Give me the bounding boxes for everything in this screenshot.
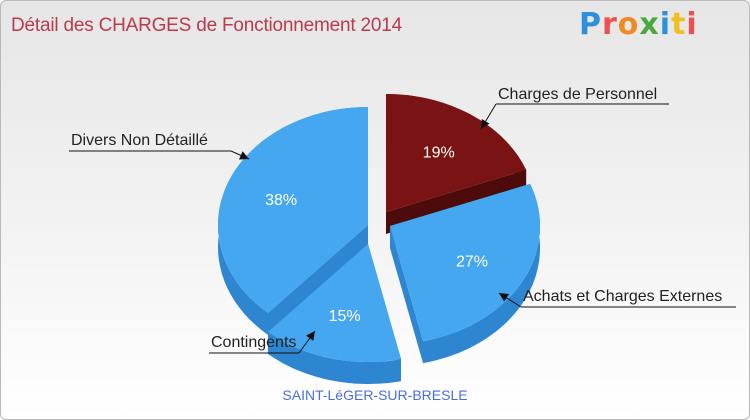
slice-percent-label: 15% (329, 308, 361, 325)
label-arrow (306, 331, 315, 341)
slice-percent-label: 38% (265, 192, 297, 209)
chart-title: Détail des CHARGES de Fonctionnement 201… (11, 15, 403, 36)
proxiti-logo: Proxiti (579, 7, 698, 42)
logo-letter: r (602, 7, 618, 42)
pie-slice (218, 106, 368, 313)
slice-category-label: Divers Non Détaillé (71, 132, 208, 149)
label-arrow (238, 151, 249, 160)
label-arrow (481, 118, 490, 129)
slice-side (423, 183, 540, 364)
logo-letter: i (686, 7, 698, 42)
slice-wall (267, 225, 368, 335)
slice-percent-label: 19% (423, 145, 455, 162)
place-label: SAINT-LéGER-SUR-BRESLE (282, 387, 468, 403)
logo-letter: t (671, 7, 687, 42)
label-arrow (499, 293, 510, 302)
slice-wall (390, 226, 424, 364)
slice-percent-label: 27% (456, 254, 488, 271)
pie-slice (386, 94, 527, 212)
slice-category-label: Contingents (211, 334, 296, 351)
logo-letter: x (639, 7, 660, 42)
pie-tops: 19% 27% 15% 38% (218, 94, 541, 362)
logo-letter: o (617, 7, 640, 42)
slice-category-label: Achats et Charges Externes (523, 288, 722, 305)
pie-slice (267, 244, 402, 362)
slice-category-label: Charges de Personnel (498, 86, 657, 103)
logo-letter: P (579, 7, 602, 42)
logo-letter: i (659, 7, 672, 42)
pie-slice (390, 183, 541, 342)
slice-side (268, 331, 401, 384)
pie-labels: Charges de Personnel Achats et Charges Ex… (69, 86, 736, 354)
